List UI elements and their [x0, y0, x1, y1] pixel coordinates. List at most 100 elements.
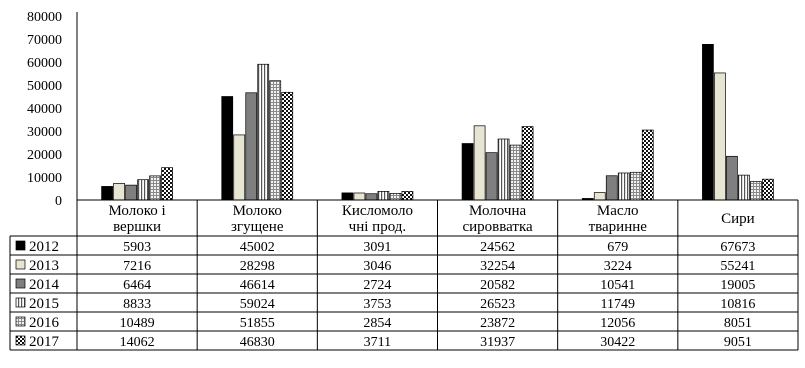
data-table-cell: 7216 [123, 259, 151, 274]
data-table-cell: 46830 [240, 335, 275, 350]
data-table-cell: 6464 [123, 278, 151, 293]
category-label: тваринне [589, 219, 648, 235]
bar-2014-cat-5 [726, 155, 738, 201]
data-table-cell: 8051 [724, 316, 752, 331]
data-table-cell: 20582 [480, 278, 515, 293]
bar-2015-cat-3 [497, 138, 510, 201]
bar-2014-cat-3 [485, 152, 498, 201]
category-label: сировватка [462, 219, 533, 235]
category-label: Молочна [469, 203, 526, 219]
legend-label: 2013 [29, 258, 59, 274]
bar-2013-cat-1 [233, 134, 246, 201]
bar-2014-cat-0 [125, 184, 137, 201]
bar-2015-cat-5 [738, 174, 750, 201]
y-tick-label: 70000 [27, 33, 62, 48]
bar-2016-cat-0 [149, 175, 161, 201]
legend-key-2014 [15, 278, 26, 289]
legend-label: 2015 [29, 296, 59, 312]
data-table-cell: 31937 [480, 335, 515, 350]
bar-2013-cat-4 [593, 192, 606, 201]
bar-2015-cat-0 [137, 179, 149, 201]
data-table-cell: 5903 [123, 240, 151, 255]
bar-2012-cat-3 [461, 143, 474, 201]
bar-2012-cat-0 [101, 186, 113, 201]
legend-key-2017 [15, 335, 26, 346]
bar-2017-cat-5 [762, 178, 774, 201]
y-tick-label: 10000 [27, 171, 62, 186]
bar-2016-cat-5 [750, 181, 762, 201]
data-table-cell: 10541 [600, 278, 635, 293]
data-table-cell: 12056 [600, 316, 635, 331]
data-table-cell: 2724 [363, 278, 391, 293]
bar-2013-cat-5 [714, 72, 726, 201]
data-table-cell: 32254 [480, 259, 515, 274]
data-table-cell: 3224 [604, 259, 632, 274]
y-tick-label: 50000 [27, 79, 62, 94]
bar-2015-cat-4 [617, 172, 630, 201]
data-table-cell: 59024 [240, 297, 275, 312]
category-label: Кисломоло [342, 203, 413, 219]
data-table-cell: 51855 [240, 316, 275, 331]
category-label: вершки [113, 219, 161, 235]
bar-2017-cat-1 [281, 91, 294, 201]
data-table-cell: 9051 [724, 335, 752, 350]
data-table-cell: 30422 [600, 335, 635, 350]
data-table-cell: 45002 [240, 240, 275, 255]
bar-2016-cat-3 [509, 144, 522, 201]
bar-2012-cat-5 [702, 44, 714, 201]
y-tick-label: 40000 [27, 102, 62, 117]
plot-area: 0 10000 20000 30000 40000 50000 60000 70000 8000… [27, 10, 798, 209]
bar-2013-cat-0 [113, 183, 125, 201]
bar-2017-cat-4 [641, 129, 654, 201]
data-table-cell: 19005 [720, 278, 755, 293]
data-table-cell: 28298 [240, 259, 275, 274]
y-tick-label: 20000 [27, 148, 62, 163]
bar-2013-cat-2 [353, 192, 366, 201]
legend-label: 2017 [29, 334, 60, 350]
data-table-cell: 3046 [363, 259, 391, 274]
legend-label: 2016 [29, 315, 60, 331]
category-label: Масло [597, 203, 639, 219]
bar-2014-cat-2 [365, 193, 378, 201]
bar-2016-cat-2 [389, 193, 402, 201]
category-label: Молоко [233, 203, 282, 219]
data-table-cell: 10489 [120, 316, 155, 331]
bar-2015-cat-2 [377, 191, 390, 201]
legend-key-2016 [15, 316, 26, 327]
legend-key-2012 [15, 240, 26, 251]
data-table-cell: 679 [607, 240, 628, 255]
category-label: Молоко і [108, 203, 165, 219]
y-tick-label: 60000 [27, 56, 62, 71]
bar-2016-cat-4 [629, 171, 642, 201]
bar-2014-cat-4 [605, 175, 618, 201]
bar-2012-cat-1 [221, 96, 234, 201]
category-label: чні прод. [349, 219, 406, 235]
bar-2017-cat-2 [401, 191, 414, 201]
data-table-cell: 11749 [601, 297, 635, 312]
y-tick-label: 80000 [27, 10, 62, 25]
category-label: Сири [721, 211, 755, 227]
data-table-cell: 24562 [480, 240, 515, 255]
legend-label: 2014 [29, 277, 60, 293]
bar-2016-cat-1 [269, 80, 282, 201]
legend-key-2013 [15, 259, 26, 270]
legend-label: 2012 [29, 239, 59, 255]
data-table-cell: 26523 [480, 297, 515, 312]
bar-2017-cat-0 [161, 167, 173, 201]
data-table-cell: 14062 [120, 335, 155, 350]
data-table-cell: 3711 [364, 335, 391, 350]
data-table-cell: 55241 [720, 259, 755, 274]
bar-2013-cat-3 [473, 125, 486, 201]
bar-2012-cat-2 [341, 192, 354, 201]
bar-2014-cat-1 [245, 92, 258, 201]
data-table-cell: 3753 [363, 297, 391, 312]
bar-2015-cat-1 [257, 63, 270, 201]
category-label: згущене [231, 219, 284, 235]
data-table-cell: 3091 [363, 240, 391, 255]
bar-2017-cat-3 [521, 126, 534, 201]
data-table-cell: 46614 [240, 278, 275, 293]
legend-key-2015 [15, 297, 26, 308]
data-table-cell: 67673 [720, 240, 755, 255]
